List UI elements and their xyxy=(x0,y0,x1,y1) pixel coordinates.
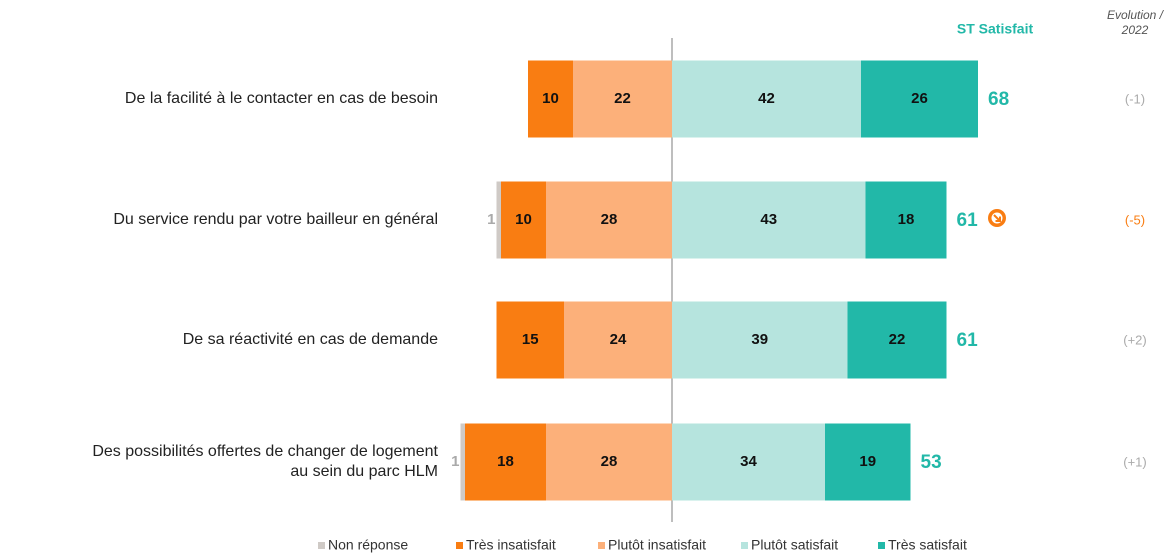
bar-segment xyxy=(672,60,861,138)
value-label: 19 xyxy=(859,453,876,470)
value-label: 10 xyxy=(515,211,532,228)
bar-segment xyxy=(496,181,501,259)
legend-swatch xyxy=(598,542,605,549)
trend-icon xyxy=(988,209,1006,227)
value-label: 18 xyxy=(898,211,915,228)
bar-segment xyxy=(573,60,672,138)
total-label: 61 xyxy=(957,330,979,351)
bar-segment xyxy=(672,181,866,259)
value-label: 1 xyxy=(451,453,459,470)
category-label: au sein du parc HLM xyxy=(290,463,438,480)
value-label: 28 xyxy=(601,453,618,470)
legend-label: Plutôt insatisfait xyxy=(608,537,706,553)
value-label: 34 xyxy=(740,453,757,470)
legend-label: Non réponse xyxy=(328,537,408,553)
category-label: Des possibilités offertes de changer de … xyxy=(92,443,438,460)
legend-label: Plutôt satisfait xyxy=(751,537,838,553)
evolution-label: (-1) xyxy=(1125,91,1145,106)
total-label: 68 xyxy=(988,89,1009,110)
bar-segment xyxy=(564,301,672,379)
value-label: 42 xyxy=(758,90,775,107)
total-label: 53 xyxy=(921,452,942,473)
legend-swatch xyxy=(741,542,748,549)
evolution-label: (+2) xyxy=(1123,332,1146,347)
evolution-label: (-5) xyxy=(1125,212,1145,227)
bar-segment xyxy=(847,301,947,379)
legend-label: Très satisfait xyxy=(888,537,967,553)
bar-segment xyxy=(672,301,848,379)
value-label: 15 xyxy=(522,331,539,348)
value-label: 1 xyxy=(487,211,495,228)
evolution-label: (+1) xyxy=(1123,454,1146,469)
bar-segment xyxy=(546,423,672,501)
total-title: ST Satisfait xyxy=(957,21,1034,37)
total-label: 61 xyxy=(957,210,979,231)
bar-segment xyxy=(496,301,564,379)
category-label: De la facilité à le contacter en cas de … xyxy=(125,90,438,107)
legend-swatch xyxy=(318,542,325,549)
value-label: 26 xyxy=(911,90,928,107)
category-label: Du service rendu par votre bailleur en g… xyxy=(113,211,438,228)
bar-segment xyxy=(528,60,573,138)
bar-segment xyxy=(861,60,978,138)
value-label: 24 xyxy=(610,331,627,348)
legend-swatch xyxy=(878,542,885,549)
value-label: 28 xyxy=(601,211,618,228)
value-label: 22 xyxy=(614,90,631,107)
value-label: 18 xyxy=(497,453,514,470)
evolution-title: 2022 xyxy=(1121,23,1149,37)
bar-segment xyxy=(825,423,911,501)
bar-segment xyxy=(460,423,465,501)
legend-label: Très insatisfait xyxy=(466,537,556,553)
bar-segment xyxy=(465,423,546,501)
bar-segment xyxy=(501,181,546,259)
legend-swatch xyxy=(456,542,463,549)
bar-segment xyxy=(865,181,947,259)
bar-segment xyxy=(672,423,825,501)
bar-segment xyxy=(546,181,672,259)
value-label: 39 xyxy=(751,331,768,348)
value-label: 43 xyxy=(760,211,777,228)
value-label: 10 xyxy=(542,90,559,107)
value-label: 22 xyxy=(889,331,906,348)
category-label: De sa réactivité en cas de demande xyxy=(183,331,438,348)
evolution-title: Evolution / xyxy=(1107,8,1165,22)
